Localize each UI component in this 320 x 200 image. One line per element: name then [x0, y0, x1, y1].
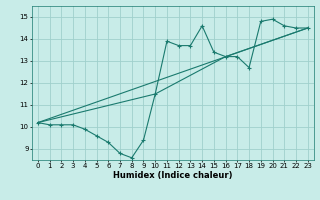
X-axis label: Humidex (Indice chaleur): Humidex (Indice chaleur) [113, 171, 233, 180]
